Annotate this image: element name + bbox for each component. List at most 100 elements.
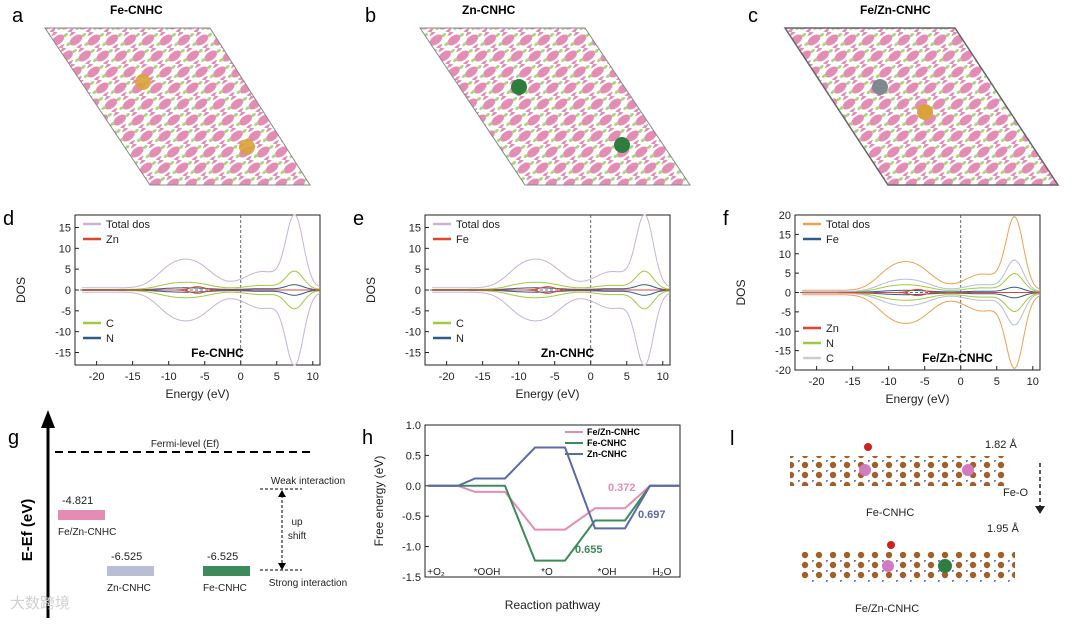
x-tick-label: -20 xyxy=(89,371,105,383)
x-tick-label: 5 xyxy=(624,371,630,383)
y-tick-label: -1.5 xyxy=(402,572,421,584)
dos-series-line xyxy=(432,214,671,289)
zn-atom-marker xyxy=(872,79,888,95)
legend-entry: Zn xyxy=(826,323,839,335)
y-tick-label: -1.0 xyxy=(402,542,421,554)
y-tick-label: 0 xyxy=(65,285,71,297)
y-tick-label: -10 xyxy=(405,327,421,339)
free-energy-series xyxy=(428,446,680,530)
dos-series-line xyxy=(432,289,670,294)
fe-zn-cnhc-molecule xyxy=(800,552,1015,582)
x-tick-label: -10 xyxy=(881,376,897,388)
y-tick-label: 10 xyxy=(779,249,791,261)
fe-atom xyxy=(882,560,894,572)
legend-entry: N xyxy=(106,333,114,345)
fe-atom xyxy=(962,464,974,476)
bar-category-label: Fe-CNHC xyxy=(203,583,247,594)
x-tick-label: 10 xyxy=(307,371,319,383)
y-tick-label: 5 xyxy=(785,268,791,280)
shift-arrowhead xyxy=(278,490,286,497)
y-axis-title: Free energy (eV) xyxy=(372,456,386,547)
dos-series-line xyxy=(802,292,1041,326)
fermi-level-label: Fermi-level (Ef) xyxy=(151,439,219,450)
legend-entry: Total dos xyxy=(106,219,151,231)
y-tick-label: 15 xyxy=(779,229,791,241)
panel-l-label: l xyxy=(730,428,734,450)
y-tick-label: 0.0 xyxy=(406,481,421,493)
y-tick-label: -5 xyxy=(781,307,791,319)
x-category-label: H₂O xyxy=(653,567,672,578)
panel-f-label: f xyxy=(723,208,729,230)
chart-title: Fe-CNHC xyxy=(191,346,244,360)
legend-entry: Fe xyxy=(826,234,839,246)
x-tick-label: -10 xyxy=(511,371,527,383)
watermark: 大数跨境 xyxy=(10,594,70,612)
y-tick-label: -15 xyxy=(405,348,421,360)
x-tick-label: -15 xyxy=(475,371,491,383)
fe-atom xyxy=(859,464,871,476)
dos-series-line xyxy=(82,289,320,294)
distance-label-1: 1.82 Å xyxy=(985,438,1017,451)
x-tick-label: -20 xyxy=(809,376,825,388)
panel-c-label: c xyxy=(748,5,758,27)
x-tick-label: -10 xyxy=(161,371,177,383)
x-category-label: +O₂ xyxy=(427,567,445,578)
bar-category-label: Fe/Zn-CNHC xyxy=(58,527,116,538)
y-axis-title: E-Ef (eV) xyxy=(19,499,36,562)
dos-series-line xyxy=(432,291,671,366)
bar-value-label: -6.525 xyxy=(111,551,142,563)
y-tick-label: -10 xyxy=(775,326,791,338)
legend-entry: Fe xyxy=(456,234,469,246)
dos-series-line xyxy=(802,294,1041,369)
dos-series-line xyxy=(802,292,1040,297)
strong-interaction-label: Strong interaction xyxy=(269,578,347,589)
x-tick-label: 0 xyxy=(958,376,964,388)
y-tick-label: 20 xyxy=(779,210,791,222)
l-bottom-caption: Fe/Zn-CNHC xyxy=(855,603,919,615)
zn-atom xyxy=(938,559,952,573)
x-category-label: *OH xyxy=(598,567,617,578)
bar-category-label: Zn-CNHC xyxy=(107,583,151,594)
dos-series-line xyxy=(802,216,1041,291)
legend-entry: C xyxy=(106,318,114,330)
y-tick-label: 0.5 xyxy=(406,450,421,462)
energy-level-chart: g E-Ef (eV) Fermi-level (Ef) -4.821 Fe/Zn-CN… xyxy=(8,410,347,618)
shift-label: up xyxy=(291,517,303,528)
legend-entry: Fe-CNHC xyxy=(587,438,627,448)
weak-interaction-label: Weak interaction xyxy=(271,476,345,487)
y-tick-label: 10 xyxy=(59,243,71,255)
legend-entry: Total dos xyxy=(456,219,501,231)
fe-atom-marker xyxy=(135,74,151,90)
panel-a-title: Fe-CNHC xyxy=(110,3,163,17)
y-axis-title: DOS xyxy=(14,277,28,303)
x-tick-label: -5 xyxy=(200,371,210,383)
x-category-label: *O xyxy=(541,567,553,578)
oxygen-atom xyxy=(864,443,872,451)
energy-bar xyxy=(203,566,250,576)
legend-entry: N xyxy=(456,333,464,345)
x-tick-label: -5 xyxy=(550,371,560,383)
bar-value-label: -4.821 xyxy=(62,495,93,507)
y-axis-arrowhead xyxy=(41,410,55,428)
fe-o-arrowhead xyxy=(1035,506,1045,514)
x-tick-label: -15 xyxy=(845,376,861,388)
legend-entry: Total dos xyxy=(826,219,871,231)
panel-h-label: h xyxy=(362,427,373,449)
fe-cnhc-structure xyxy=(44,27,311,186)
plot-frame xyxy=(424,424,681,578)
free-energy-series xyxy=(428,484,680,562)
free-energy-chart: h -1.5 -1.0 -0.5 0.0 0.5 1.0 +O₂ *OOH *O *OH H₂O Rea… xyxy=(362,420,681,612)
y-tick-label: -20 xyxy=(775,365,791,377)
panel-b-title: Zn-CNHC xyxy=(462,3,516,17)
dos-series-line xyxy=(802,259,1041,293)
dos-chart-e: e -20 -15 -10 -5 0 5 10 -15 -10 -5 0 5 10 15 Energy (eV… xyxy=(353,208,671,401)
panel-c-title: Fe/Zn-CNHC xyxy=(860,3,931,17)
x-tick-label: 5 xyxy=(274,371,280,383)
zn-atom-marker xyxy=(614,137,630,153)
shift-label: shift xyxy=(288,531,307,542)
y-tick-label: 15 xyxy=(59,223,71,235)
data-label: 0.697 xyxy=(638,509,666,521)
oxygen-atom xyxy=(887,541,895,549)
x-tick-label: -20 xyxy=(439,371,455,383)
